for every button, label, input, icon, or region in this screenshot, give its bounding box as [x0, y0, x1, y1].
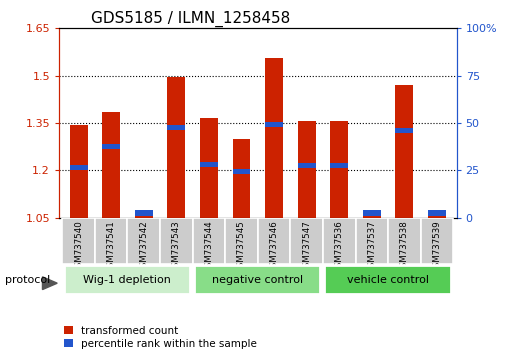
FancyBboxPatch shape: [388, 218, 421, 264]
Text: GSM737537: GSM737537: [367, 220, 377, 273]
Bar: [167, 125, 185, 130]
Bar: [396, 85, 413, 218]
Bar: [330, 163, 348, 168]
Bar: [363, 210, 381, 218]
FancyBboxPatch shape: [160, 218, 192, 264]
Bar: [396, 129, 413, 133]
Polygon shape: [43, 277, 57, 290]
Bar: [330, 121, 348, 218]
Bar: [265, 58, 283, 218]
FancyBboxPatch shape: [258, 218, 290, 264]
FancyBboxPatch shape: [64, 266, 190, 294]
FancyBboxPatch shape: [324, 266, 451, 294]
Bar: [70, 165, 88, 170]
FancyBboxPatch shape: [95, 218, 127, 264]
Bar: [102, 144, 120, 149]
Text: GSM737546: GSM737546: [269, 220, 279, 273]
FancyBboxPatch shape: [225, 218, 258, 264]
Text: GSM737540: GSM737540: [74, 220, 83, 273]
Bar: [298, 121, 315, 218]
Bar: [135, 210, 153, 218]
Bar: [428, 210, 446, 216]
Bar: [200, 161, 218, 167]
Text: GSM737547: GSM737547: [302, 220, 311, 273]
FancyBboxPatch shape: [192, 218, 225, 264]
Text: GSM737539: GSM737539: [432, 220, 442, 273]
FancyBboxPatch shape: [421, 218, 453, 264]
FancyBboxPatch shape: [62, 218, 95, 264]
Text: GDS5185 / ILMN_1258458: GDS5185 / ILMN_1258458: [91, 11, 290, 27]
Bar: [200, 118, 218, 218]
Text: GSM737542: GSM737542: [139, 220, 148, 273]
Bar: [428, 211, 446, 218]
Bar: [265, 122, 283, 127]
FancyBboxPatch shape: [356, 218, 388, 264]
Text: GSM737536: GSM737536: [335, 220, 344, 273]
Text: Wig-1 depletion: Wig-1 depletion: [84, 275, 171, 285]
Text: GSM737545: GSM737545: [237, 220, 246, 273]
Bar: [298, 163, 315, 168]
Text: GSM737541: GSM737541: [107, 220, 115, 273]
Text: negative control: negative control: [212, 275, 303, 285]
Text: vehicle control: vehicle control: [347, 275, 429, 285]
FancyBboxPatch shape: [194, 266, 320, 294]
Text: GSM737543: GSM737543: [172, 220, 181, 273]
Bar: [102, 112, 120, 218]
Bar: [232, 170, 250, 175]
Bar: [363, 210, 381, 216]
Text: GSM737544: GSM737544: [204, 220, 213, 273]
Text: protocol: protocol: [5, 275, 50, 285]
FancyBboxPatch shape: [290, 218, 323, 264]
Bar: [167, 77, 185, 218]
Legend: transformed count, percentile rank within the sample: transformed count, percentile rank withi…: [64, 326, 256, 349]
Bar: [135, 210, 153, 216]
FancyBboxPatch shape: [127, 218, 160, 264]
Text: GSM737538: GSM737538: [400, 220, 409, 273]
Bar: [232, 139, 250, 218]
Bar: [70, 125, 88, 218]
FancyBboxPatch shape: [323, 218, 356, 264]
